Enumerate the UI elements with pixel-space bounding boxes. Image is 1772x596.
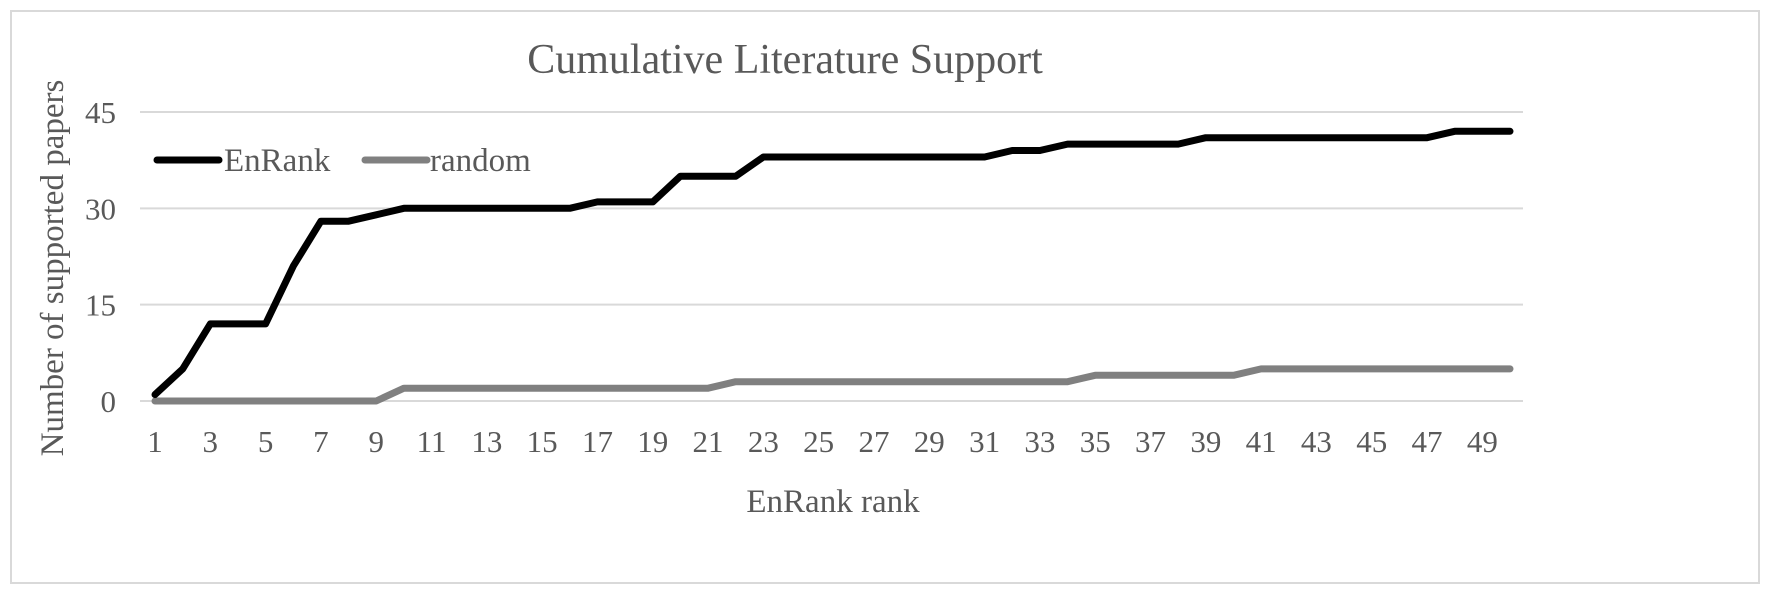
series-line-enrank	[151, 127, 1514, 399]
x-tick-label: 25	[803, 424, 834, 459]
line-chart: Cumulative Literature Support 1 3 5 7 9 11 13 1…	[35, 37, 1523, 520]
x-tick-label: 23	[748, 424, 779, 459]
x-tick-label: 7	[313, 424, 329, 459]
x-tick-label: 49	[1467, 424, 1498, 459]
x-tick-label: 11	[417, 424, 447, 459]
x-axis-label: EnRank rank	[746, 484, 920, 520]
y-tick-label: 45	[85, 95, 116, 130]
series-line-random	[151, 365, 1514, 405]
y-tick-labels: 0 15 30 45	[85, 95, 116, 419]
x-tick-label: 3	[203, 424, 219, 459]
x-tick-label: 29	[914, 424, 945, 459]
series-lines	[151, 127, 1514, 405]
x-tick-labels: 1 3 5 7 9 11 13 15 17 19 21 23 25 27 29 31 33 35 37 39 41 43 4…	[147, 424, 1498, 459]
legend: EnRank random	[153, 143, 531, 179]
chart-frame: Cumulative Literature Support 1 3 5 7 9 11 13 1…	[10, 10, 1760, 584]
legend-label: EnRank	[224, 143, 331, 179]
y-axis-label: Number of supported papers	[35, 80, 71, 457]
x-tick-label: 47	[1412, 424, 1443, 459]
x-tick-label: 37	[1135, 424, 1166, 459]
x-tick-label: 9	[368, 424, 384, 459]
x-tick-label: 27	[858, 424, 889, 459]
legend-label: random	[430, 143, 531, 179]
x-tick-label: 13	[471, 424, 502, 459]
y-tick-label: 0	[101, 384, 117, 419]
x-tick-label: 41	[1246, 424, 1277, 459]
x-tick-label: 17	[582, 424, 613, 459]
x-tick-label: 43	[1301, 424, 1332, 459]
x-tick-label: 5	[258, 424, 274, 459]
x-tick-label: 31	[969, 424, 1000, 459]
x-tick-label: 33	[1024, 424, 1055, 459]
gridlines	[140, 111, 1523, 402]
x-tick-label: 1	[147, 424, 163, 459]
x-tick-label: 21	[693, 424, 724, 459]
x-tick-label: 15	[527, 424, 558, 459]
y-tick-label: 15	[85, 288, 116, 323]
y-tick-label: 30	[85, 191, 116, 226]
x-tick-label: 45	[1356, 424, 1387, 459]
x-tick-label: 39	[1190, 424, 1221, 459]
chart-title: Cumulative Literature Support	[527, 37, 1043, 83]
x-tick-label: 19	[637, 424, 668, 459]
legend-item-enrank: EnRank	[153, 143, 331, 179]
x-tick-label: 35	[1080, 424, 1111, 459]
legend-item-random: random	[361, 143, 531, 179]
